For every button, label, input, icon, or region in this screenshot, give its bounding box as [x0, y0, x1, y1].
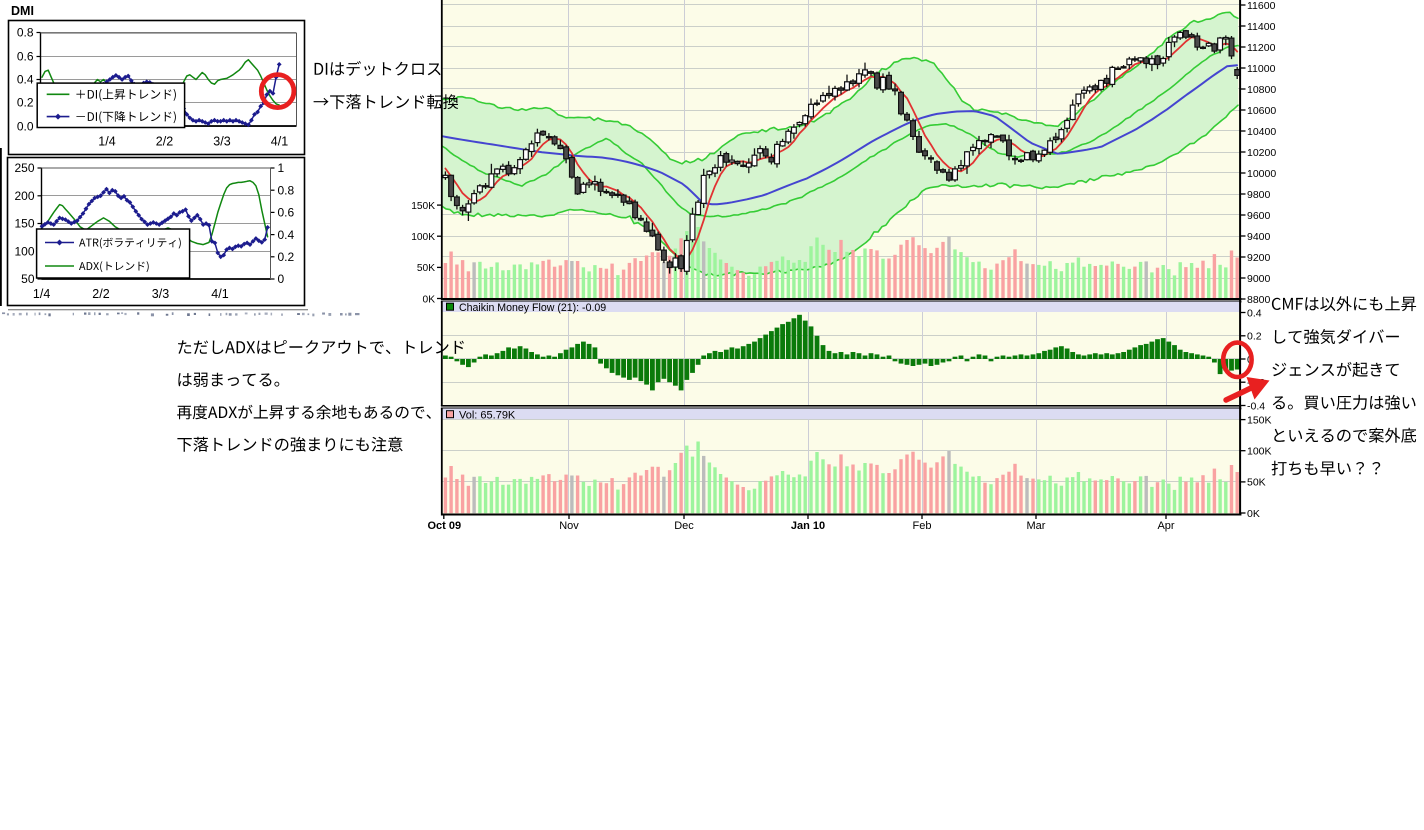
svg-text:50K: 50K	[417, 263, 435, 274]
svg-text:250: 250	[14, 161, 34, 175]
svg-text:-0.4: -0.4	[1247, 400, 1265, 412]
svg-text:11200: 11200	[1247, 42, 1276, 54]
svg-text:Nov: Nov	[559, 520, 579, 532]
svg-text:10800: 10800	[1247, 84, 1276, 96]
svg-text:Oct 09: Oct 09	[428, 520, 462, 532]
svg-text:10400: 10400	[1247, 126, 1276, 138]
svg-text:10600: 10600	[1247, 105, 1276, 117]
svg-text:11400: 11400	[1247, 21, 1276, 33]
svg-text:0K: 0K	[423, 294, 436, 305]
svg-text:0.4: 0.4	[278, 228, 295, 242]
svg-text:200: 200	[14, 189, 34, 203]
svg-text:50: 50	[21, 272, 35, 286]
svg-text:Feb: Feb	[913, 520, 932, 532]
svg-text:0.4: 0.4	[1247, 307, 1262, 319]
svg-text:0.4: 0.4	[17, 73, 34, 87]
svg-text:3/3: 3/3	[213, 135, 230, 149]
svg-text:0.2: 0.2	[17, 96, 34, 110]
svg-text:4/1: 4/1	[271, 135, 288, 149]
svg-text:10000: 10000	[1247, 168, 1276, 180]
svg-text:DMI: DMI	[11, 4, 34, 18]
svg-text:11600: 11600	[1247, 0, 1276, 12]
svg-text:1/4: 1/4	[98, 135, 115, 149]
svg-text:4/1: 4/1	[211, 287, 228, 301]
svg-text:9000: 9000	[1247, 273, 1271, 285]
svg-text:0: 0	[278, 272, 285, 286]
svg-text:100: 100	[14, 244, 34, 258]
svg-text:150K: 150K	[411, 201, 435, 212]
svg-text:0.2: 0.2	[1247, 331, 1262, 343]
svg-text:100K: 100K	[411, 232, 435, 243]
svg-text:0.8: 0.8	[17, 26, 34, 40]
svg-text:1: 1	[278, 161, 285, 175]
svg-text:50K: 50K	[1247, 477, 1266, 489]
svg-text:2/2: 2/2	[156, 135, 173, 149]
svg-text:0.2: 0.2	[278, 250, 295, 264]
svg-text:9800: 9800	[1247, 189, 1271, 201]
svg-text:0.0: 0.0	[17, 120, 34, 134]
svg-text:Apr: Apr	[1157, 520, 1174, 532]
svg-text:9400: 9400	[1247, 231, 1271, 243]
svg-text:0.8: 0.8	[278, 183, 295, 197]
svg-text:3/3: 3/3	[152, 287, 169, 301]
svg-text:0K: 0K	[1247, 508, 1260, 520]
svg-text:9200: 9200	[1247, 252, 1271, 264]
svg-text:Dec: Dec	[674, 520, 694, 532]
svg-text:10200: 10200	[1247, 147, 1276, 159]
svg-text:0.6: 0.6	[17, 50, 34, 64]
svg-text:2/2: 2/2	[92, 287, 109, 301]
svg-text:100K: 100K	[1247, 446, 1272, 458]
svg-text:Chaikin Money Flow (21): -0.09: Chaikin Money Flow (21): -0.09	[459, 302, 606, 314]
svg-text:9600: 9600	[1247, 210, 1271, 222]
svg-text:Mar: Mar	[1027, 520, 1046, 532]
svg-text:8800: 8800	[1247, 294, 1271, 306]
svg-text:150K: 150K	[1247, 414, 1272, 426]
svg-text:Jan 10: Jan 10	[791, 520, 825, 532]
svg-text:0.6: 0.6	[278, 206, 295, 220]
svg-text:Vol: 65.79K: Vol: 65.79K	[459, 410, 516, 422]
svg-text:11000: 11000	[1247, 63, 1276, 75]
svg-text:150: 150	[14, 217, 34, 231]
svg-text:1/4: 1/4	[33, 287, 50, 301]
